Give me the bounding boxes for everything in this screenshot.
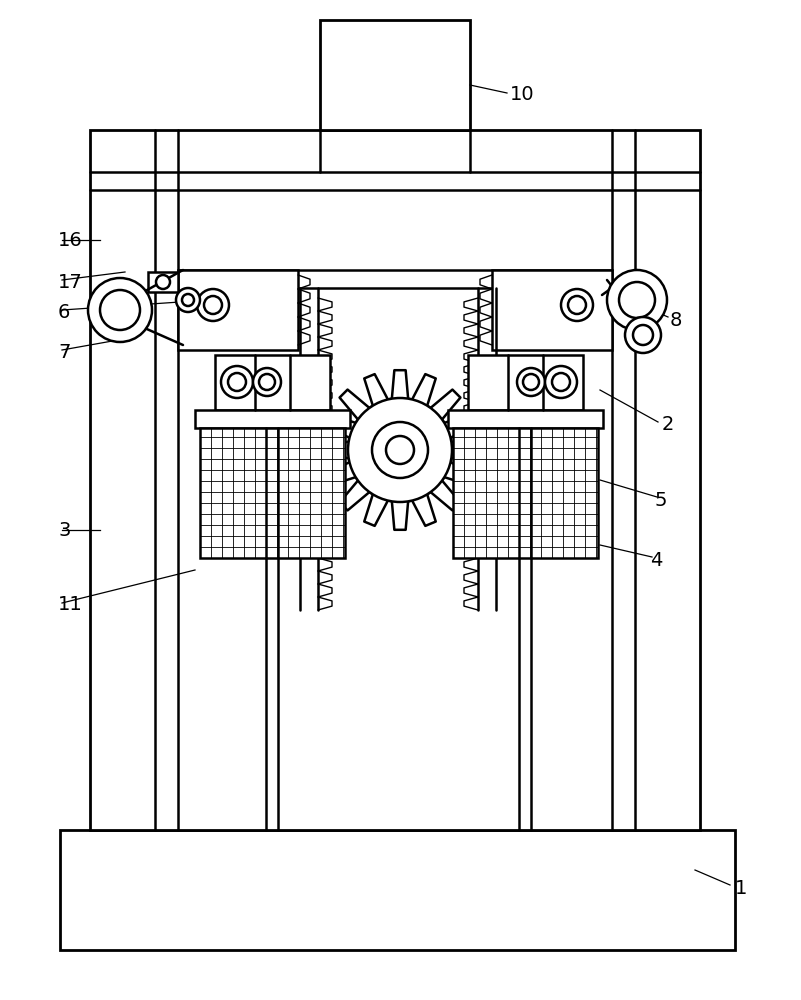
Text: 17: 17 xyxy=(58,272,83,292)
Bar xyxy=(453,428,598,558)
Circle shape xyxy=(545,366,577,398)
Circle shape xyxy=(625,317,661,353)
Bar xyxy=(90,130,700,830)
Bar xyxy=(492,270,612,350)
Text: 11: 11 xyxy=(58,595,83,614)
Bar xyxy=(60,830,735,950)
Bar xyxy=(195,410,350,428)
Bar xyxy=(448,410,603,428)
Circle shape xyxy=(204,296,222,314)
Circle shape xyxy=(88,278,152,342)
Circle shape xyxy=(619,282,655,318)
Text: 6: 6 xyxy=(58,302,70,322)
Text: 16: 16 xyxy=(58,231,83,249)
Circle shape xyxy=(517,368,545,396)
Text: 1: 1 xyxy=(735,879,747,898)
Circle shape xyxy=(568,296,586,314)
Text: 4: 4 xyxy=(650,550,662,570)
Circle shape xyxy=(228,373,246,391)
Circle shape xyxy=(259,374,275,390)
Bar xyxy=(178,270,298,350)
Circle shape xyxy=(197,289,229,321)
Text: 10: 10 xyxy=(510,86,534,104)
Circle shape xyxy=(100,290,140,330)
Bar xyxy=(320,20,470,130)
Text: 8: 8 xyxy=(670,310,682,330)
Text: 5: 5 xyxy=(655,490,667,510)
Circle shape xyxy=(552,373,570,391)
Circle shape xyxy=(607,270,667,330)
Circle shape xyxy=(523,374,539,390)
Circle shape xyxy=(348,398,452,502)
Circle shape xyxy=(182,294,194,306)
Bar xyxy=(148,272,178,292)
Bar xyxy=(389,439,411,461)
Text: 2: 2 xyxy=(662,416,674,434)
Circle shape xyxy=(372,422,428,478)
Text: 7: 7 xyxy=(58,342,70,361)
Circle shape xyxy=(156,275,170,289)
Circle shape xyxy=(221,366,253,398)
Circle shape xyxy=(253,368,281,396)
Circle shape xyxy=(386,436,414,464)
Circle shape xyxy=(561,289,593,321)
Bar xyxy=(468,355,583,410)
Circle shape xyxy=(633,325,653,345)
Bar xyxy=(215,355,330,410)
Bar xyxy=(200,428,345,558)
Circle shape xyxy=(176,288,200,312)
Text: 3: 3 xyxy=(58,520,70,540)
